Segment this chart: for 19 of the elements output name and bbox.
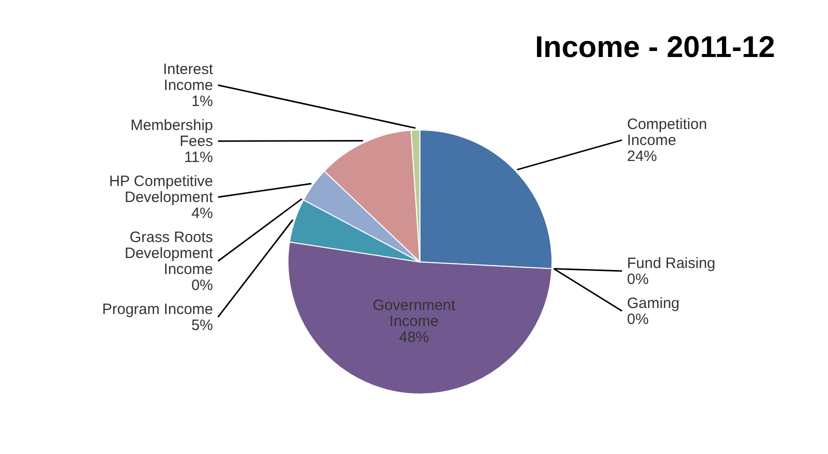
- data-label: 11%: [184, 149, 213, 166]
- data-label: 4%: [191, 205, 213, 222]
- slice-label: Government Income: [372, 297, 456, 330]
- slice-label: HP Competitive Development: [109, 173, 214, 206]
- chart-title: Income - 2011-12: [534, 31, 776, 64]
- category-label: Grass Roots Development Income: [124, 229, 213, 278]
- slice-label: Competition Income: [627, 116, 708, 150]
- category-label: Gaming: [627, 294, 680, 312]
- data-label: 1%: [191, 93, 213, 110]
- data-label: 48%: [398, 329, 430, 346]
- text: 0%: [627, 270, 649, 288]
- slice-label: Interest Income: [162, 61, 214, 94]
- slice-label: Program Income: [102, 301, 213, 318]
- legend-label: Fund Raising: [627, 254, 716, 272]
- text: 0%: [627, 310, 649, 328]
- data-label: 5%: [191, 317, 213, 334]
- slice-label: Membership Fees: [130, 117, 213, 150]
- data-label: 24%: [627, 148, 658, 166]
- text: 0%: [191, 277, 213, 294]
